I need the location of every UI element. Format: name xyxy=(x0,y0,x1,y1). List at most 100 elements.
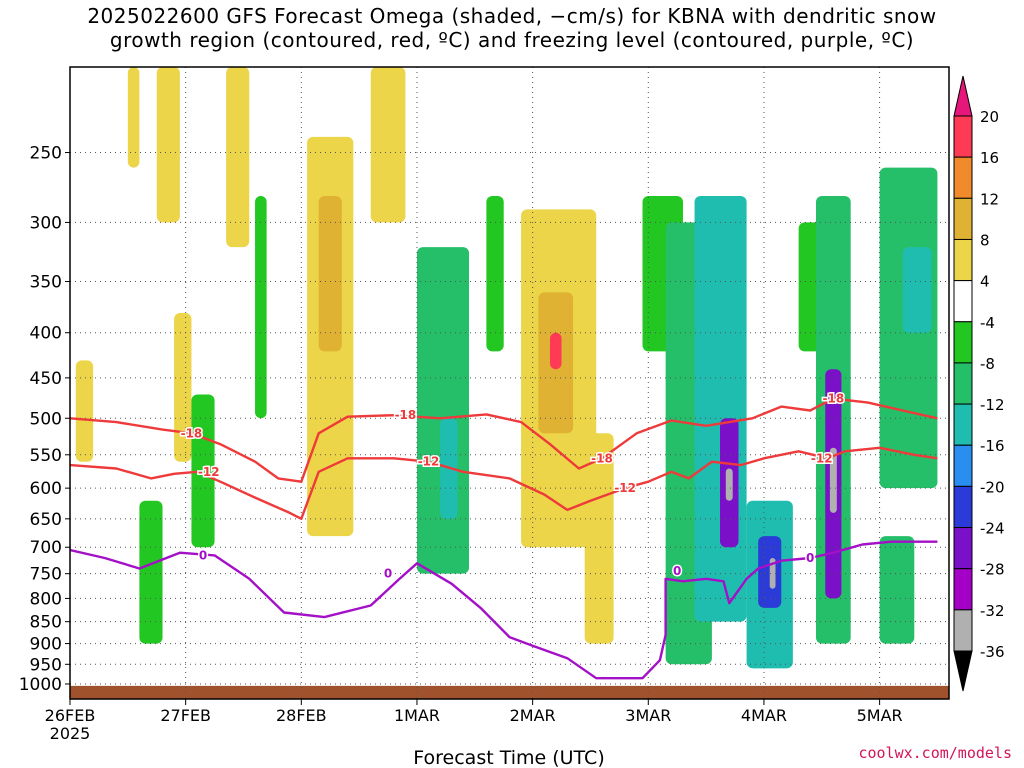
colorbar-swatch xyxy=(953,238,973,282)
colorbar-label: -4 xyxy=(980,314,995,332)
omega-cell xyxy=(156,67,180,223)
contour-line xyxy=(70,446,938,520)
colorbar-swatch xyxy=(953,403,973,446)
contour-line xyxy=(70,397,938,483)
y-tick-label: 300 xyxy=(30,213,62,233)
omega-cell xyxy=(255,195,267,419)
omega-cell xyxy=(191,394,215,548)
omega-cell xyxy=(370,67,406,223)
colorbar-label: 20 xyxy=(980,108,999,126)
omega-cell xyxy=(829,447,837,513)
y-tick-label: 850 xyxy=(30,613,62,633)
colorbar-over-arrow xyxy=(953,75,973,117)
omega-cell xyxy=(318,195,342,352)
x-tick-label: 27FEB xyxy=(160,706,211,725)
title-line-1: 2025022600 GFS Forecast Omega (shaded, −… xyxy=(87,4,937,28)
contour-label: 0 xyxy=(806,551,814,565)
colorbar-swatch xyxy=(953,609,973,652)
y-tick-label: 800 xyxy=(30,589,62,609)
colorbar-label: 12 xyxy=(980,190,999,208)
chart-title: 2025022600 GFS Forecast Omega (shaded, −… xyxy=(0,4,1024,52)
colorbar-label: -20 xyxy=(980,478,1005,496)
colorbar-label: -32 xyxy=(980,602,1005,620)
y-tick-label: 950 xyxy=(30,655,62,675)
x-tick-label: 5MAR xyxy=(857,706,903,725)
y-tick-label: 550 xyxy=(30,446,62,466)
colorbar-label: -28 xyxy=(980,561,1005,579)
x-tick-sublabel: 2025 xyxy=(50,724,91,743)
x-tick-label: 28FEB xyxy=(276,706,327,725)
contour-label: -12 xyxy=(418,455,440,469)
colorbar-swatch xyxy=(953,197,973,240)
omega-cell xyxy=(486,195,504,352)
title-line-2: growth region (contoured, red, ºC) and f… xyxy=(109,28,915,52)
terrain-layer xyxy=(70,685,949,699)
colorbar-label: -12 xyxy=(980,396,1005,414)
y-tick-label: 250 xyxy=(30,144,62,164)
x-tick-label: 3MAR xyxy=(625,706,671,725)
colorbar-label: -8 xyxy=(980,355,995,373)
y-tick-label: 700 xyxy=(30,538,62,558)
x-tick-label: 2MAR xyxy=(510,706,556,725)
contour-label: 0 xyxy=(199,548,207,562)
omega-cell xyxy=(902,247,932,333)
y-tick-label: 500 xyxy=(30,409,62,429)
colorbar-under-arrow xyxy=(953,650,973,692)
x-tick-label: 1MAR xyxy=(394,706,440,725)
colorbar-swatch xyxy=(953,321,973,364)
x-tick-label: 4MAR xyxy=(741,706,787,725)
omega-cell xyxy=(416,247,470,574)
omega-cell xyxy=(879,536,915,644)
omega-cell xyxy=(725,468,733,501)
colorbar-swatch xyxy=(953,568,973,611)
contour-label: 0 xyxy=(384,567,392,581)
contour-lines: -18 -18 -18 -18 -12 -12 -12 -12 0 0 0 0 xyxy=(70,390,938,680)
x-tick-label: 26FEB xyxy=(45,706,96,725)
terrain-band xyxy=(70,685,949,699)
contour-label: -18 xyxy=(181,426,203,440)
colorbar-label: 16 xyxy=(980,149,999,167)
x-axis-label: Forecast Time (UTC) xyxy=(413,747,604,768)
colorbar-swatch xyxy=(953,115,973,158)
plot-frame xyxy=(69,66,950,700)
colorbar-swatch xyxy=(953,156,973,199)
colorbar-label: 4 xyxy=(980,273,990,291)
contour-label: -18 xyxy=(591,451,613,465)
y-tick-label: 1000 xyxy=(19,675,62,695)
omega-cell xyxy=(769,558,776,589)
contour-line xyxy=(70,540,938,680)
colorbar-swatch xyxy=(953,280,973,323)
omega-cell xyxy=(139,500,163,644)
y-tick-label: 400 xyxy=(30,324,62,344)
y-tick-label: 650 xyxy=(30,510,62,530)
omega-cell xyxy=(226,67,250,248)
omega-shading xyxy=(75,67,938,669)
contour-label: -12 xyxy=(811,451,833,465)
colorbar-swatch xyxy=(953,527,973,570)
y-tick-label: 600 xyxy=(30,479,62,499)
colorbar-swatch xyxy=(953,362,973,405)
omega-cell xyxy=(75,360,94,462)
y-tick-label: 350 xyxy=(30,273,62,293)
colorbar-label: -36 xyxy=(980,643,1005,661)
colorbar-swatch xyxy=(953,485,973,529)
contour-label: 0 xyxy=(673,564,681,578)
y-tick-label: 750 xyxy=(30,565,62,585)
contour-label: -12 xyxy=(198,465,220,479)
y-tick-label: 450 xyxy=(30,369,62,389)
omega-cell xyxy=(127,67,140,168)
pressure-axis: 250 300 350 400 450 500 550 600 650 700 750 800 850 9… xyxy=(19,144,70,695)
omega-cell xyxy=(549,332,562,370)
omega-cell xyxy=(584,433,614,644)
omega-cell xyxy=(694,195,747,622)
omega-cell xyxy=(174,313,192,462)
contour-label: -18 xyxy=(395,408,417,422)
colorbar-label: -24 xyxy=(980,520,1005,538)
contour-label: -18 xyxy=(822,392,844,406)
colorbar-label: 8 xyxy=(980,231,990,249)
colorbar: 20 16 12 8 4 -4 -8 -12 -16 -20 -24 -28 -32 -36 xyxy=(953,75,1005,692)
credit-text: coolwx.com/models xyxy=(858,744,1012,762)
contour-label: -12 xyxy=(614,481,636,495)
